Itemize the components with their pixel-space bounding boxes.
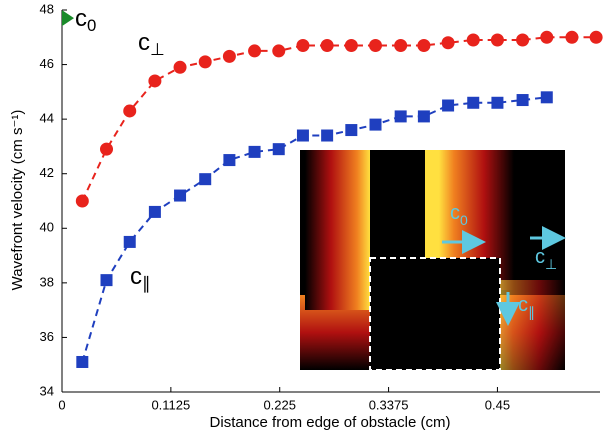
annotation-text: c <box>130 263 142 290</box>
annotation-text: c <box>535 246 545 268</box>
point <box>62 10 74 26</box>
point <box>417 39 430 52</box>
point <box>148 74 161 87</box>
point <box>442 100 454 112</box>
y-tick-label: 48 <box>40 1 54 16</box>
point <box>442 36 455 49</box>
point <box>123 104 136 117</box>
annotation-text: c <box>75 5 87 32</box>
y-tick-label: 42 <box>40 165 54 180</box>
point <box>540 31 553 44</box>
annotation-subscript: 0 <box>460 212 468 228</box>
point <box>516 34 529 47</box>
point <box>491 34 504 47</box>
point <box>223 154 235 166</box>
x-tick-label: 0.1125 <box>151 397 190 412</box>
point <box>321 39 334 52</box>
point <box>174 190 186 202</box>
point <box>248 44 261 57</box>
x-tick-label: 0.3375 <box>369 397 409 412</box>
point <box>199 55 212 68</box>
annotation-subscript: ⊥ <box>150 40 165 59</box>
y-axis-label: Wavefront velocity (cm s⁻¹) <box>9 110 26 291</box>
y-tick-label: 36 <box>40 329 54 344</box>
point <box>590 31 603 44</box>
inset-image <box>300 150 565 370</box>
annotation-subscript: ⊥ <box>545 256 557 272</box>
point <box>272 44 285 57</box>
point <box>101 274 113 286</box>
x-tick-label: 0.45 <box>485 397 510 412</box>
annotation-subscript: 0 <box>87 16 96 35</box>
point <box>199 173 211 185</box>
point <box>223 50 236 63</box>
annotation-subscript: ∥ <box>528 304 535 320</box>
point <box>541 91 553 103</box>
y-tick-label: 38 <box>40 274 54 289</box>
point <box>370 119 382 131</box>
point <box>491 97 503 109</box>
point <box>394 39 407 52</box>
point <box>517 94 529 106</box>
chart: Distance from edge of obstacle (cm) Wave… <box>0 0 603 435</box>
annotation-text: c <box>450 202 460 224</box>
point <box>565 31 578 44</box>
annotation-text: c <box>518 294 528 316</box>
point <box>124 236 136 248</box>
y-tick-label: 44 <box>40 111 54 126</box>
annotation: c∥ <box>130 263 150 293</box>
point <box>76 356 88 368</box>
x-tick-label: 0.225 <box>263 397 296 412</box>
point <box>174 61 187 74</box>
y-tick-label: 40 <box>40 220 54 235</box>
annotation: c⊥ <box>138 29 165 59</box>
point <box>149 206 161 218</box>
annotation-text: c <box>138 29 150 56</box>
y-tick-label: 46 <box>40 56 54 71</box>
point <box>296 39 309 52</box>
annotation: c0 <box>75 5 96 35</box>
point <box>369 39 382 52</box>
point <box>345 124 357 136</box>
point <box>395 110 407 122</box>
point <box>345 39 358 52</box>
point <box>467 34 480 47</box>
x-tick-label: 0 <box>58 397 65 412</box>
y-tick-label: 34 <box>40 383 54 398</box>
point <box>467 97 479 109</box>
x-axis-label: Distance from edge of obstacle (cm) <box>210 414 451 431</box>
point <box>297 130 309 142</box>
annotation-subscript: ∥ <box>142 274 150 293</box>
point <box>76 195 89 208</box>
point <box>100 143 113 156</box>
point <box>321 130 333 142</box>
point <box>418 110 430 122</box>
point <box>249 146 261 158</box>
point <box>273 143 285 155</box>
